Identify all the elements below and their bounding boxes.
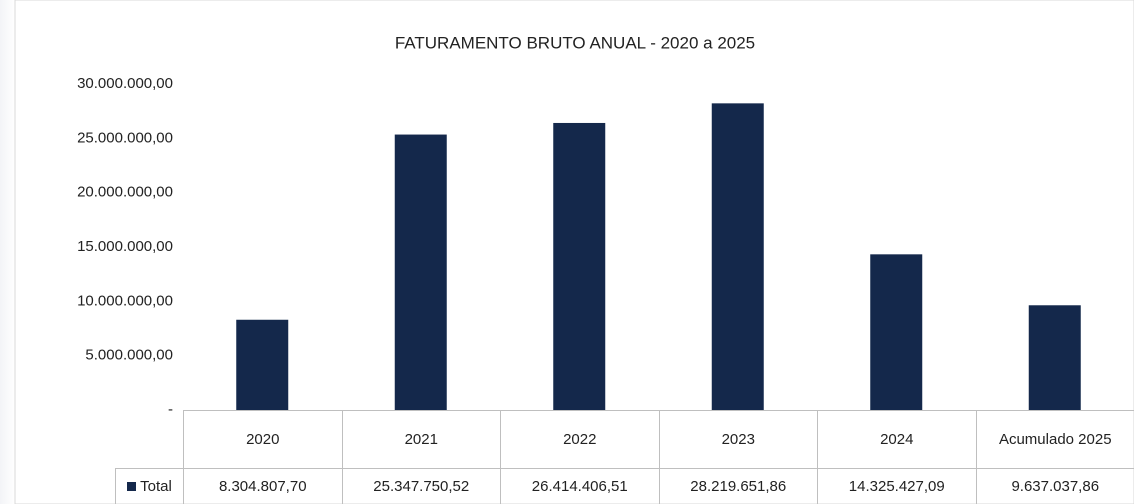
bar [870, 254, 923, 410]
legend-label: Total [140, 477, 172, 495]
value-label: 26.414.406,51 [500, 468, 659, 504]
x-tick-label: 2020 [183, 410, 342, 468]
x-tick-label: 2022 [500, 410, 659, 468]
legend-swatch [127, 482, 137, 491]
edge-shade [0, 0, 15, 504]
y-tick-label: 5.000.000,00 [85, 347, 173, 364]
chart-title: FATURAMENTO BRUTO ANUAL - 2020 a 2025 [395, 33, 755, 52]
y-tick-label: 10.000.000,00 [77, 292, 173, 309]
y-tick-label: - [168, 401, 173, 418]
value-label: 9.637.037,86 [975, 468, 1134, 504]
x-tick-label: 2023 [658, 410, 817, 468]
bar [1028, 305, 1081, 410]
y-tick-label: 20.000.000,00 [77, 184, 173, 201]
y-tick-label: 25.000.000,00 [77, 129, 173, 146]
bar [394, 134, 447, 410]
x-tick-label: 2024 [817, 410, 976, 468]
bar [711, 103, 764, 411]
bar [236, 319, 289, 410]
value-label: 28.219.651,86 [658, 468, 817, 504]
value-label: 25.347.750,52 [341, 468, 500, 504]
value-label: 8.304.807,70 [183, 468, 342, 504]
legend-item: Total [115, 468, 183, 504]
bar [553, 122, 606, 411]
x-tick-label: Acumulado 2025 [975, 410, 1134, 468]
y-tick-label: 15.000.000,00 [77, 238, 173, 255]
y-tick-label: 30.000.000,00 [77, 75, 173, 92]
value-label: 14.325.427,09 [817, 468, 976, 504]
chart-border [14, 0, 1134, 504]
x-tick-label: 2021 [341, 410, 500, 468]
